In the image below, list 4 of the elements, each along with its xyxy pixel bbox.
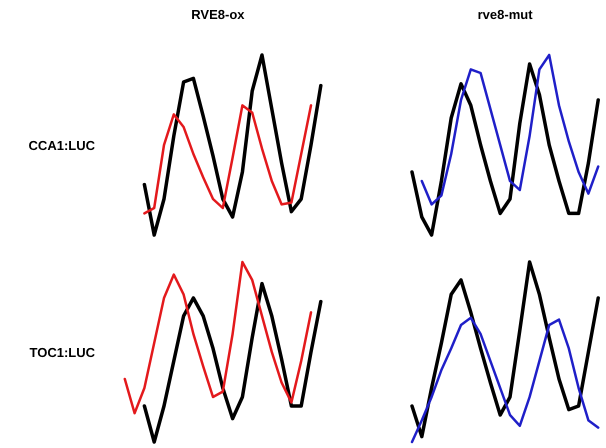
chart-title: RVE8-ox <box>191 7 246 22</box>
y-axis-title: TOC1:LUC <box>30 345 96 360</box>
y-axis-title: CCA1:LUC <box>28 138 96 153</box>
chart-title: rve8-mut <box>478 7 534 22</box>
